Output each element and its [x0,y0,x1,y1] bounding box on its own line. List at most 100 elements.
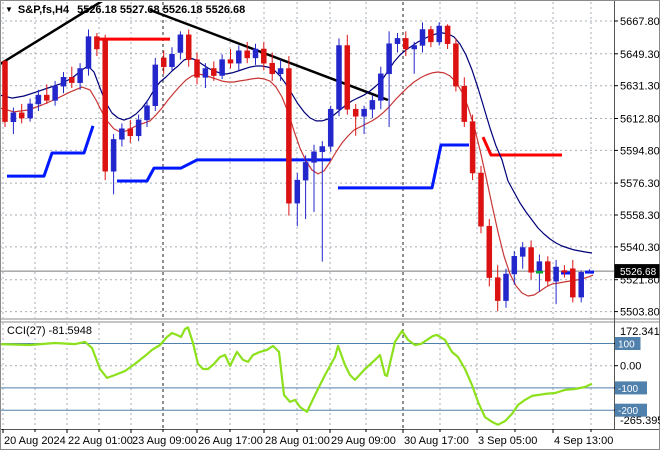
candle [469,114,476,181]
candle [269,52,275,81]
candle [311,144,317,212]
candle [478,165,484,234]
candle [428,26,434,48]
cci-level-badge [615,337,641,350]
time-axis-label: 28 Aug 01:00 [265,435,330,447]
candle [411,41,417,74]
time-axis-label: 23 Aug 09:00 [132,435,197,447]
chart-title: ▼ S&P,fs,H4 5526.18 5527.68 5526.18 5526.6… [5,4,245,16]
candle [185,29,192,67]
price-axis-label: 5576.30 [620,178,660,190]
time-axis-label: 22 Aug 01:00 [68,435,133,447]
candle [486,219,493,287]
candle [202,63,209,88]
candle [102,34,108,181]
price-axis-label: 5649.30 [620,49,660,61]
symbol-dropdown-icon[interactable]: ▼ [5,5,13,14]
time-axis-label: 29 Aug 09:00 [331,435,396,447]
price-axis-label: 5612.80 [620,114,660,126]
cci-axis[interactable]: 172.3414 -265.3959 0.00 100 -100 -200 [614,326,660,427]
cci-level-badge-text: -100 [618,384,638,395]
resistance-line [481,136,562,157]
candle [261,41,267,71]
time-axis[interactable]: 20 Aug 2024 22 Aug 01:00 23 Aug 09:00 26 Au… [2,429,613,447]
candle [302,155,309,220]
candle [519,242,526,269]
candle [69,66,75,88]
trendline [0,2,103,66]
candle [52,80,58,106]
price-axis[interactable]: 5667.80 5649.30 5631.30 5612.80 5594.80 5576.… [614,16,660,319]
price-axis-label: 5667.80 [620,16,660,28]
candle [10,107,17,135]
time-axis-label: 26 Aug 17:00 [198,435,263,447]
cci-max-label: 172.3414 [620,326,660,338]
candle [319,141,326,262]
candle [444,24,451,49]
support-step-line [338,143,469,190]
candle [578,270,584,303]
candle [570,259,576,303]
candle [219,54,225,80]
candle [361,105,367,135]
candle [85,29,92,76]
candle [561,265,568,278]
candle [2,59,8,127]
price-axis-label: 5503.80 [620,307,660,319]
candle [44,84,50,104]
cci-line [0,326,593,426]
candle [378,66,384,110]
candle [119,123,125,147]
support-step-line [117,158,331,183]
candle [60,72,67,94]
time-axis-label: 20 Aug 2024 [4,435,66,447]
candle [436,22,442,46]
candle [344,34,351,115]
price-axis-label: 5540.30 [620,242,660,254]
candle [27,98,33,122]
ohlc-readout: 5526.18 5527.68 5526.18 5526.68 [77,4,246,16]
time-axis-label: 3 Sep 05:00 [478,435,537,447]
candle [236,45,242,71]
candle [35,89,42,111]
cci-panel[interactable] [0,323,614,428]
candle [177,31,184,60]
candle [110,134,117,195]
main-price-panel[interactable] [0,0,614,318]
time-axis-label: 4 Sep 13:00 [554,435,613,447]
time-axis-label: 30 Aug 17:00 [404,435,469,447]
ma-fast-line [0,32,593,254]
candle [152,57,159,111]
candle [127,119,134,143]
price-axis-label: 5631.30 [620,81,660,93]
candle [144,100,150,127]
candle [277,59,284,81]
candle [286,56,292,216]
signal-marker [536,270,543,274]
candle [503,268,509,308]
candle [453,38,459,92]
candle [511,251,518,285]
candle [461,77,468,127]
candle [369,95,376,119]
candle [244,41,250,64]
cci-zero-label: 0.00 [620,361,641,373]
support-step-line [7,125,95,178]
candle [545,256,551,287]
cci-level-badge [615,381,647,395]
cci-indicator-label: CCI(27) -81.5948 [7,325,92,337]
current-price-badge-text: 5526.68 [620,267,657,278]
candle [394,33,401,53]
candle [18,103,25,124]
cci-min-label: -265.3959 [620,415,660,427]
candle [211,61,217,81]
candle [194,52,200,85]
candle [252,43,259,65]
candle [327,105,334,152]
candle [352,103,359,136]
candle [553,259,559,305]
candle [294,173,301,227]
candle [135,114,142,142]
